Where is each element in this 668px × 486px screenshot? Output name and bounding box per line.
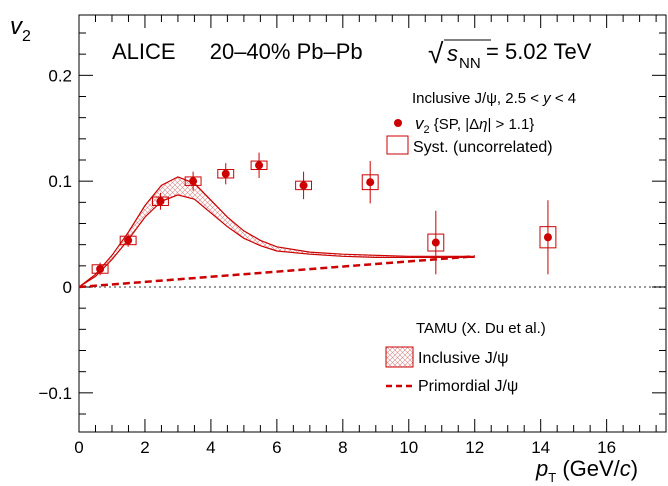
title-energy: = 5.02 TeV [486, 39, 592, 64]
y-tick-label: 0 [63, 278, 72, 297]
legend-points-v: v [415, 114, 425, 133]
legend-syst-box [386, 135, 409, 155]
axis-ticks: 0 2 4 6 8 10 12 14 16 −0.1 0 0.1 0.2 [38, 15, 666, 457]
data-point [189, 177, 198, 186]
y-axis-v: v [10, 13, 24, 40]
data-point [366, 178, 375, 187]
legend-header-y: y [542, 90, 552, 107]
title-centrality: 20–40% Pb–Pb [210, 39, 363, 64]
data-syst-box [184, 176, 202, 186]
title-s: s [447, 41, 458, 66]
title-sqrt-sign: √ [428, 38, 444, 69]
data-point [96, 265, 105, 274]
data-syst-box [250, 160, 268, 171]
y-tick-label: 0.2 [48, 66, 72, 85]
inclusive-model-upper [78, 176, 475, 288]
legend-points-post: | > 1.1} [487, 116, 534, 133]
legend-points-sub: 2 [424, 124, 430, 136]
data-syst-box [217, 169, 235, 179]
x-tick-label: 16 [597, 438, 616, 457]
legend-points-label: v2 {SP, |Δη| > 1.1} [415, 114, 534, 136]
data-syst-box [119, 235, 137, 246]
legend-points-pre: {SP, |Δ [430, 116, 480, 133]
data-point [299, 181, 308, 190]
plot-frame [78, 14, 667, 433]
data-point [431, 238, 440, 247]
x-tick-label: 12 [465, 438, 484, 457]
x-axis-label: pT (GeV/c) [535, 456, 638, 485]
title-nn: NN [459, 55, 481, 72]
data-syst-box [91, 264, 109, 274]
data-points [91, 152, 557, 276]
x-tick-label: 10 [399, 438, 418, 457]
chart-title: ALICE 20–40% Pb–Pb [112, 39, 363, 64]
title-experiment: ALICE [112, 39, 176, 64]
data-point [543, 233, 552, 242]
legend-header-post: < 4 [551, 90, 576, 107]
x-axis-c: c [620, 456, 631, 481]
x-tick-label: 6 [272, 438, 281, 457]
x-tick-label: 2 [140, 438, 149, 457]
x-axis-p: p [535, 456, 548, 481]
data-syst-box [427, 233, 445, 252]
data-point [156, 197, 165, 206]
legend-models: TAMU (X. Du et al.) Inclusive J/ψ Primor… [385, 320, 546, 395]
legend-model-header: TAMU (X. Du et al.) [416, 320, 546, 337]
inclusive-model-lower [78, 194, 475, 288]
x-tick-label: 8 [338, 438, 347, 457]
x-tick-label: 0 [74, 438, 83, 457]
data-syst-box [295, 180, 313, 191]
data-point [221, 169, 230, 178]
legend-header-pre: Inclusive J/ψ, 2.5 < [412, 90, 543, 107]
data-syst-box [539, 226, 557, 249]
legend-syst-label: Syst. (uncorrelated) [413, 139, 553, 156]
y-tick-label: 0.1 [48, 172, 72, 191]
data-syst-box [152, 196, 169, 207]
legend-point-marker [394, 119, 402, 127]
x-tick-label: 4 [206, 438, 215, 457]
x-axis-t: T [548, 470, 556, 485]
data-syst-box [361, 174, 379, 191]
legend-primordial-label: Primordial J/ψ [418, 378, 518, 395]
x-axis-units: (GeV/ [556, 456, 620, 481]
legend-data: Inclusive J/ψ, 2.5 < y < 4 v2 {SP, |Δη| … [386, 90, 576, 156]
legend-inclusive-label: Inclusive J/ψ [418, 350, 509, 367]
data-point [255, 161, 264, 170]
primordial-model-line [78, 255, 475, 289]
x-tick-label: 14 [531, 438, 550, 457]
legend-inclusive-swatch [385, 346, 414, 368]
y-axis-label: v2 [10, 13, 31, 45]
plot-frame-group [78, 14, 667, 433]
x-axis-close: ) [631, 456, 638, 481]
legend-header: Inclusive J/ψ, 2.5 < y < 4 [412, 90, 576, 107]
y-axis-sub: 2 [22, 28, 31, 45]
model-curves [78, 176, 475, 289]
y-tick-label: −0.1 [38, 384, 72, 403]
data-point [124, 236, 133, 245]
legend-points-eta: η [479, 116, 487, 133]
